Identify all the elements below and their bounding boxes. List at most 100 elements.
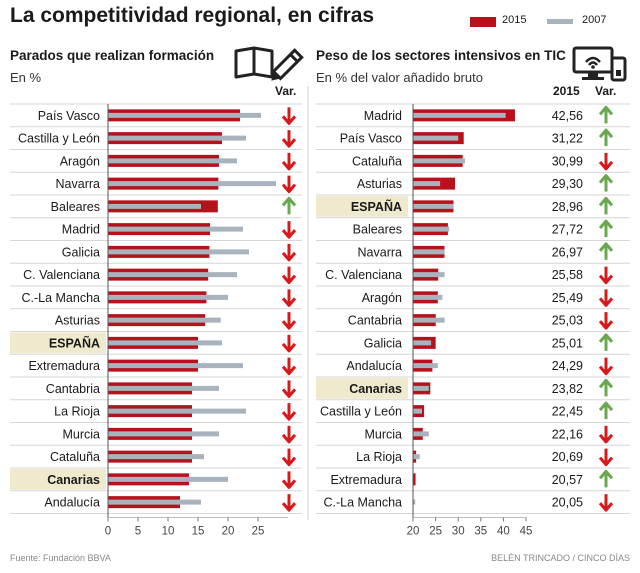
right-category-label: País Vasco — [340, 132, 402, 146]
right-x-tick-label: 35 — [474, 526, 487, 538]
left-panel-unit: En % — [10, 70, 42, 85]
right-category-label: Madrid — [364, 109, 402, 123]
right-category-label: Cantabria — [348, 314, 402, 328]
left-variation-down-icon — [281, 357, 297, 376]
right-value-label: 20,57 — [552, 473, 583, 487]
right-value-label: 31,22 — [552, 132, 583, 146]
right-variation-up-icon — [598, 128, 614, 147]
right-variation-up-icon-head — [598, 469, 614, 480]
left-bar-2007 — [108, 476, 228, 482]
right-panel-unit: En % del valor añadido bruto — [316, 70, 483, 85]
right-variation-up-icon-head — [598, 333, 614, 343]
left-variation-down-icon-head — [281, 342, 297, 353]
left-variation-down-icon-head — [281, 251, 297, 262]
left-category-label: Aragón — [60, 154, 100, 168]
left-variation-down-icon-head — [281, 456, 297, 467]
right-variation-down-icon-head — [598, 297, 614, 307]
right-variation-down-icon-head — [598, 160, 614, 171]
right-x-tick-label: 40 — [497, 526, 510, 538]
left-category-label: Andalucía — [44, 496, 100, 510]
right-bar-2007 — [413, 454, 420, 460]
right-value-label: 20,05 — [552, 496, 583, 510]
left-category-label: Castilla y León — [18, 132, 100, 146]
left-variation-down-icon-head — [281, 274, 297, 285]
right-variation-up-icon-head — [598, 401, 614, 412]
left-bar-2007 — [108, 181, 276, 187]
right-x-tick-label: 45 — [520, 526, 533, 538]
left-variation-down-icon — [281, 380, 297, 398]
legend: 2015 2007 — [470, 14, 635, 30]
right-year-label: 2015 — [553, 84, 580, 98]
right-variation-down-icon-head — [598, 320, 614, 330]
left-variation-down-icon — [281, 289, 297, 307]
right-category-label: Cataluña — [352, 154, 402, 168]
right-x-tick-label: 30 — [452, 526, 465, 538]
right-category-label: Aragón — [362, 291, 402, 305]
right-category-label: Extremadura — [330, 473, 402, 487]
right-variation-up-icon — [598, 401, 614, 420]
right-value-label: 28,96 — [552, 200, 583, 214]
right-value-label: 20,69 — [552, 450, 583, 464]
right-variation-up-icon — [598, 378, 614, 397]
left-category-label: Madrid — [62, 223, 100, 237]
left-bar-2007 — [108, 249, 249, 255]
left-highlight-band — [10, 332, 106, 354]
left-variation-down-icon — [281, 471, 297, 489]
right-variation-up-icon-head — [598, 219, 614, 230]
left-variation-down-icon-head — [281, 365, 297, 376]
right-category-label: La Rioja — [356, 450, 402, 464]
left-category-label: C. Valenciana — [23, 268, 100, 282]
right-variation-down-icon — [598, 357, 614, 376]
right-category-label: ESPAÑA — [351, 199, 402, 214]
right-bar-2007 — [413, 249, 445, 255]
left-bar-2007 — [108, 112, 261, 118]
right-bar-2007 — [413, 499, 416, 505]
left-category-label: País Vasco — [38, 109, 100, 123]
left-bar-2007 — [108, 340, 222, 346]
right-bar-2007 — [413, 363, 438, 369]
right-value-label: 24,29 — [552, 359, 583, 373]
left-variation-down-icon — [281, 403, 297, 421]
left-category-label: Cataluña — [50, 450, 100, 464]
right-bar-2007 — [413, 226, 450, 232]
left-variation-down-icon — [281, 152, 297, 171]
left-variation-down-icon — [281, 130, 297, 148]
left-variation-down-icon — [281, 425, 297, 444]
right-value-label: 22,16 — [552, 427, 583, 441]
left-bar-2007 — [108, 454, 204, 460]
left-variation-down-icon-head — [281, 320, 297, 330]
right-variation-up-icon — [598, 105, 614, 124]
right-variation-up-icon-head — [598, 174, 614, 184]
right-x-tick-label: 20 — [407, 526, 420, 538]
left-category-label: Navarra — [56, 177, 101, 191]
right-category-label: Castilla y León — [320, 405, 402, 419]
left-variation-down-icon-head — [281, 411, 297, 421]
left-variation-down-icon — [281, 494, 297, 512]
right-category-label: C. Valenciana — [325, 268, 402, 282]
left-bar-2007 — [108, 272, 237, 278]
left-category-label: Asturias — [55, 314, 100, 328]
left-category-label: C.-La Mancha — [21, 291, 100, 305]
left-bar-2007 — [108, 226, 243, 232]
right-category-label: Galicia — [364, 336, 402, 350]
right-variation-down-icon-head — [598, 433, 614, 444]
right-category-label: Asturias — [357, 177, 402, 191]
left-variation-down-icon-head — [281, 138, 297, 148]
right-variation-down-icon — [598, 425, 614, 444]
left-variation-down-icon — [281, 334, 297, 353]
left-variation-down-icon — [281, 448, 297, 467]
left-variation-down-icon-head — [281, 160, 297, 171]
right-variation-up-icon — [598, 174, 614, 192]
right-bar-2015 — [413, 473, 416, 486]
book-pencil-icon — [234, 46, 304, 81]
right-bar-2007 — [413, 181, 441, 187]
right-variation-down-icon-head — [598, 502, 614, 512]
left-x-tick-label: 25 — [252, 526, 265, 538]
left-variation-down-icon — [281, 243, 297, 262]
right-value-label: 23,82 — [552, 382, 583, 396]
chart-title: La competitividad regional, en cifras — [10, 4, 375, 27]
right-variation-up-icon — [598, 219, 614, 238]
legend-swatch-2015 — [470, 17, 496, 27]
right-category-label: Andalucía — [346, 359, 402, 373]
